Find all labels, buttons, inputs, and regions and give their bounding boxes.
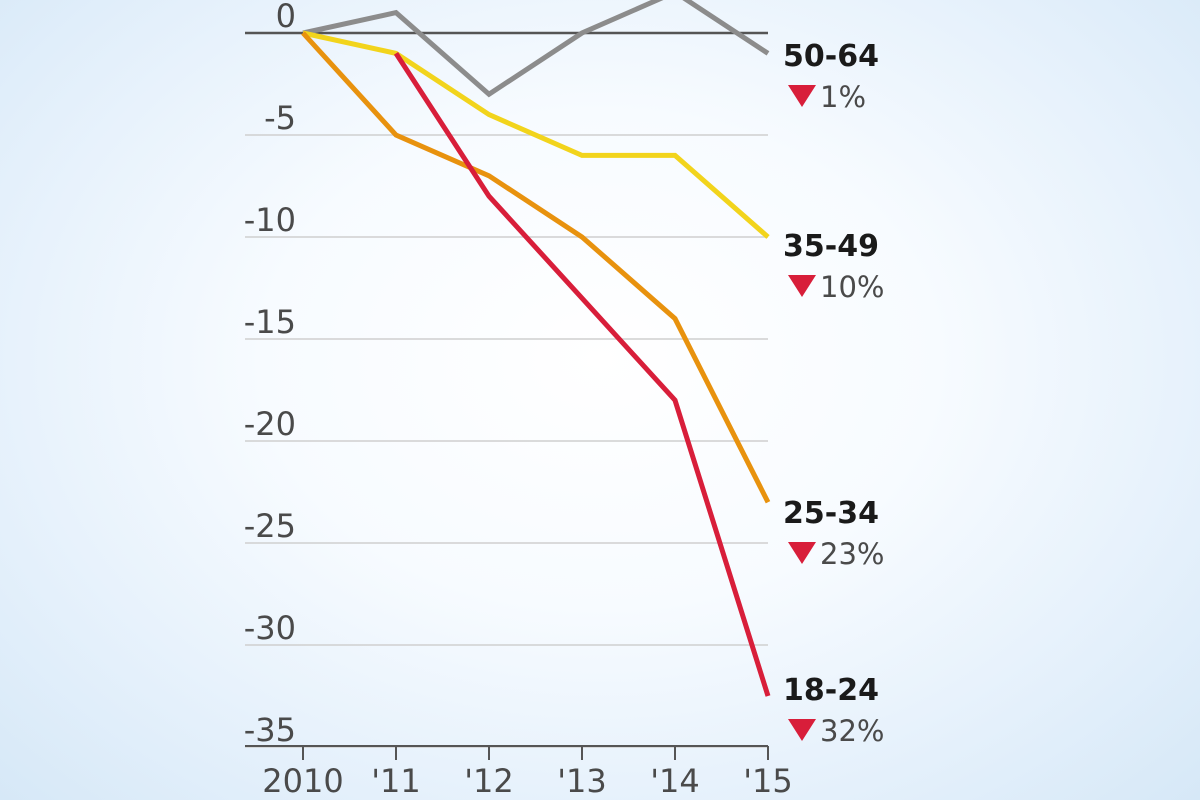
x-tick-label: '11: [371, 762, 421, 800]
series-line-18-24: [393, 52, 771, 697]
y-axis-tick-labels: 0 -5 -10 -15 -20 -25 -30 -35: [244, 0, 296, 749]
x-tick-label: 2010: [262, 762, 343, 800]
down-triangle-icon: [788, 275, 816, 297]
x-axis-tick-labels: 2010 '11 '12 '13 '14 '15: [262, 762, 792, 800]
series-name: 50-64: [783, 39, 879, 74]
y-tick-label: -10: [244, 201, 296, 239]
y-tick-label: -15: [244, 303, 296, 341]
series-lines: [301, 0, 771, 697]
series-label-18-24: 18-24 32%: [783, 673, 884, 748]
x-tick-label: '12: [464, 762, 514, 800]
down-triangle-icon: [788, 85, 816, 107]
series-change: 10%: [820, 270, 884, 304]
series-name: 25-34: [783, 496, 879, 531]
y-tick-label: -30: [244, 609, 296, 647]
x-tick-label: '13: [557, 762, 607, 800]
series-change: 23%: [820, 537, 884, 571]
series-label-35-49: 35-49 10%: [783, 229, 884, 304]
x-axis: [245, 745, 769, 760]
y-tick-label: 0: [276, 0, 296, 35]
y-tick-label: -20: [244, 405, 296, 443]
y-tick-label: -5: [264, 99, 296, 137]
series-label-25-34: 25-34 23%: [783, 496, 884, 571]
down-triangle-icon: [788, 542, 816, 564]
y-tick-label: -25: [244, 507, 296, 545]
down-triangle-icon: [788, 719, 816, 741]
gridlines: [245, 31, 768, 748]
series-labels: 50-64 1% 35-49 10% 25-34 23% 18-24 32%: [783, 39, 884, 748]
series-change: 1%: [820, 80, 866, 114]
series-line-35-49: [302, 30, 770, 239]
series-line-25-34: [301, 31, 771, 504]
y-tick-label: -35: [244, 711, 296, 749]
series-change: 32%: [820, 714, 884, 748]
series-name: 18-24: [783, 673, 879, 708]
x-tick-label: '14: [650, 762, 700, 800]
series-line-50-64: [302, 0, 770, 98]
series-label-50-64: 50-64 1%: [783, 39, 879, 114]
series-name: 35-49: [783, 229, 879, 264]
x-tick-label: '15: [743, 762, 793, 800]
